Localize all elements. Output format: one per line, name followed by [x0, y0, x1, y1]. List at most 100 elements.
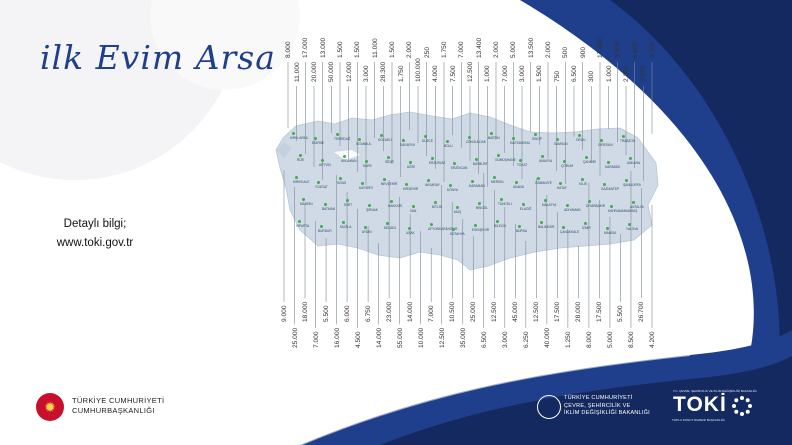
- city-pin-icon: [512, 137, 515, 140]
- city-name-label: SAMSUN: [554, 142, 568, 146]
- city-name-label: ANKARA: [627, 161, 641, 165]
- city-pin-icon: [446, 140, 449, 143]
- presidency-text: TÜRKİYE CUMHURİYETİ CUMHURBAŞKANLIĞI: [72, 396, 164, 416]
- top-value-label: 13.500: [527, 37, 535, 58]
- top-value-label: 5.050: [640, 65, 648, 82]
- city-pin-icon: [299, 154, 302, 157]
- city-pin-icon: [390, 200, 393, 203]
- city-name-label: BURSA: [516, 229, 527, 233]
- bottom-value-label: 17.500: [596, 301, 604, 322]
- city-name-label: BAYBURT: [473, 162, 488, 166]
- city-pin-icon: [453, 162, 456, 165]
- city-pin-icon: [431, 157, 434, 160]
- bottom-value-label: 25.000: [470, 301, 478, 322]
- city-pin-icon: [412, 205, 415, 208]
- bottom-value-label: 6.500: [480, 331, 488, 348]
- city-name-label: YOZGAT: [315, 185, 328, 189]
- top-value-label: 6.500: [571, 65, 578, 82]
- city-pin-icon: [578, 134, 581, 137]
- city-name-label: UŞAK: [406, 231, 415, 235]
- city-pin-icon: [474, 224, 477, 227]
- top-value-label: 28.300: [380, 61, 388, 82]
- presidency-line2: CUMHURBAŞKANLIĞI: [72, 406, 155, 415]
- bottom-value-label: 4.200: [649, 331, 656, 348]
- city-name-label: KIRKLARELİ: [290, 136, 309, 140]
- city-pin-icon: [302, 198, 305, 201]
- top-value-label: 12.000: [345, 61, 353, 82]
- city-pin-icon: [471, 180, 474, 183]
- city-pin-icon: [534, 133, 537, 136]
- top-value-label: 3.000: [519, 65, 526, 82]
- top-value-label: 11.000: [293, 62, 301, 82]
- toki-top-text: T.C. ÇEVRE, ŞEHİRCİLİK VE İKLİM DEĞİŞİKL…: [673, 389, 757, 393]
- bottom-value-label: 4.500: [354, 331, 362, 348]
- bottom-value-label: 45.000: [512, 301, 520, 322]
- top-value-label: 1.750: [397, 65, 405, 82]
- city-name-label: TRABZON: [620, 139, 636, 143]
- bottom-value-label: 14.000: [407, 301, 415, 322]
- city-name-label: ZONGULDAK: [466, 140, 486, 144]
- city-pin-icon: [314, 137, 317, 140]
- city-pin-icon: [365, 160, 368, 163]
- top-value-label: 50.000: [328, 61, 336, 82]
- city-pin-icon: [603, 183, 606, 186]
- city-pin-icon: [496, 220, 499, 223]
- city-name-label: GAZİANTEP: [601, 187, 620, 191]
- city-name-label: IĞDIR: [385, 160, 394, 164]
- city-name-label: KASTAMONU: [510, 141, 530, 145]
- bottom-value-label: 55.000: [396, 327, 404, 348]
- bottom-value-label: 25.000: [291, 327, 299, 348]
- city-pin-icon: [625, 179, 628, 182]
- top-value-label: 750: [553, 70, 561, 82]
- bottom-value-label: 1.250: [564, 331, 572, 348]
- city-pin-icon: [493, 176, 496, 179]
- city-name-label: HAKKARİ: [388, 204, 402, 208]
- city-name-label: KIRIKKALE: [293, 180, 310, 184]
- top-value-label: 1.000: [605, 65, 613, 82]
- info-block: Detaylı bilgi; www.toki.gov.tr: [36, 215, 154, 253]
- city-pin-icon: [364, 226, 367, 229]
- top-value-label: 12.500: [467, 61, 474, 82]
- city-pin-icon: [607, 161, 610, 164]
- city-pin-icon: [519, 159, 522, 162]
- city-name-label: GİRESUN: [598, 143, 613, 147]
- bottom-value-label: 23.000: [386, 301, 394, 322]
- city-pin-icon: [515, 181, 518, 184]
- city-pin-icon: [537, 177, 540, 180]
- city-name-label: İSTANBUL: [356, 142, 372, 146]
- top-value-label: 3.000: [363, 65, 370, 82]
- city-pin-icon: [468, 136, 471, 139]
- toki-logo: TOKİ: [673, 393, 727, 416]
- city-pin-icon: [500, 198, 503, 201]
- top-value-label: 250: [423, 46, 431, 58]
- city-pin-icon: [424, 135, 427, 138]
- city-name-label: TEKİRDAĞ: [334, 137, 351, 141]
- city-pin-icon: [622, 135, 625, 138]
- city-name-label: ERZİNCAN: [451, 166, 468, 170]
- city-pin-icon: [632, 201, 635, 204]
- city-pin-icon: [588, 200, 591, 203]
- top-value-label: 2.000: [493, 41, 500, 58]
- city-pin-icon: [386, 222, 389, 225]
- bottom-value-label: 7.000: [312, 331, 320, 348]
- city-name-label: SİİRT: [344, 203, 353, 207]
- info-website-link[interactable]: www.toki.gov.tr: [56, 237, 134, 249]
- city-name-label: OSMANİYE: [535, 181, 552, 185]
- bottom-value-label: 16.000: [333, 327, 341, 348]
- ministry-line2: ÇEVRE, ŞEHİRCİLİK VE: [564, 402, 631, 409]
- city-pin-icon: [629, 157, 632, 160]
- bottom-value-label: 7.000: [428, 305, 436, 322]
- bottom-value-label: 40.000: [543, 327, 551, 348]
- bottom-value-label: 28.000: [575, 301, 583, 322]
- city-name-label: KARABÜK: [605, 165, 621, 169]
- top-value-label: 5.000: [510, 41, 518, 58]
- top-value-label: 13.000: [319, 37, 327, 58]
- ministry-text: TÜRKİYE CUMHURİYETİ ÇEVRE, ŞEHİRCİLİK VE…: [564, 395, 650, 418]
- city-name-label: ARTVİN: [319, 163, 331, 167]
- top-value-label: 6.000: [631, 41, 639, 58]
- top-value-label: 1.500: [337, 41, 344, 58]
- city-pin-icon: [456, 206, 459, 209]
